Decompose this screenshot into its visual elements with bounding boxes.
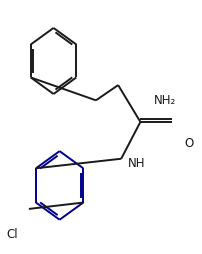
Text: NH: NH [128, 157, 146, 170]
Text: NH₂: NH₂ [154, 94, 176, 107]
Text: O: O [185, 137, 194, 150]
Text: Cl: Cl [6, 228, 18, 242]
